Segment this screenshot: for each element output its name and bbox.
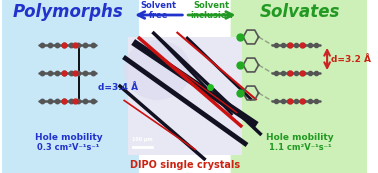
Text: Hole mobility: Hole mobility [35,133,102,142]
Text: free: free [149,11,168,20]
FancyBboxPatch shape [231,0,369,173]
Bar [128,37,242,155]
Text: Solvent: Solvent [140,2,176,11]
Ellipse shape [124,40,191,100]
Text: 1.1 cm²V⁻¹s⁻¹: 1.1 cm²V⁻¹s⁻¹ [269,143,332,152]
Text: Polymorphs: Polymorphs [13,3,124,21]
Text: 100 μm: 100 μm [132,137,153,142]
Text: Solvates: Solvates [260,3,340,21]
Text: inclusion: inclusion [190,11,232,20]
Text: 0.3 cm²V⁻¹s⁻¹: 0.3 cm²V⁻¹s⁻¹ [37,143,100,152]
Text: Solvent: Solvent [193,2,229,11]
Text: d=3.4 Å: d=3.4 Å [98,83,138,92]
Text: DIPO single crystals: DIPO single crystals [130,160,240,170]
Text: d=3.2 Å: d=3.2 Å [331,54,371,63]
Text: Hole mobility: Hole mobility [266,133,334,142]
FancyBboxPatch shape [0,0,139,173]
